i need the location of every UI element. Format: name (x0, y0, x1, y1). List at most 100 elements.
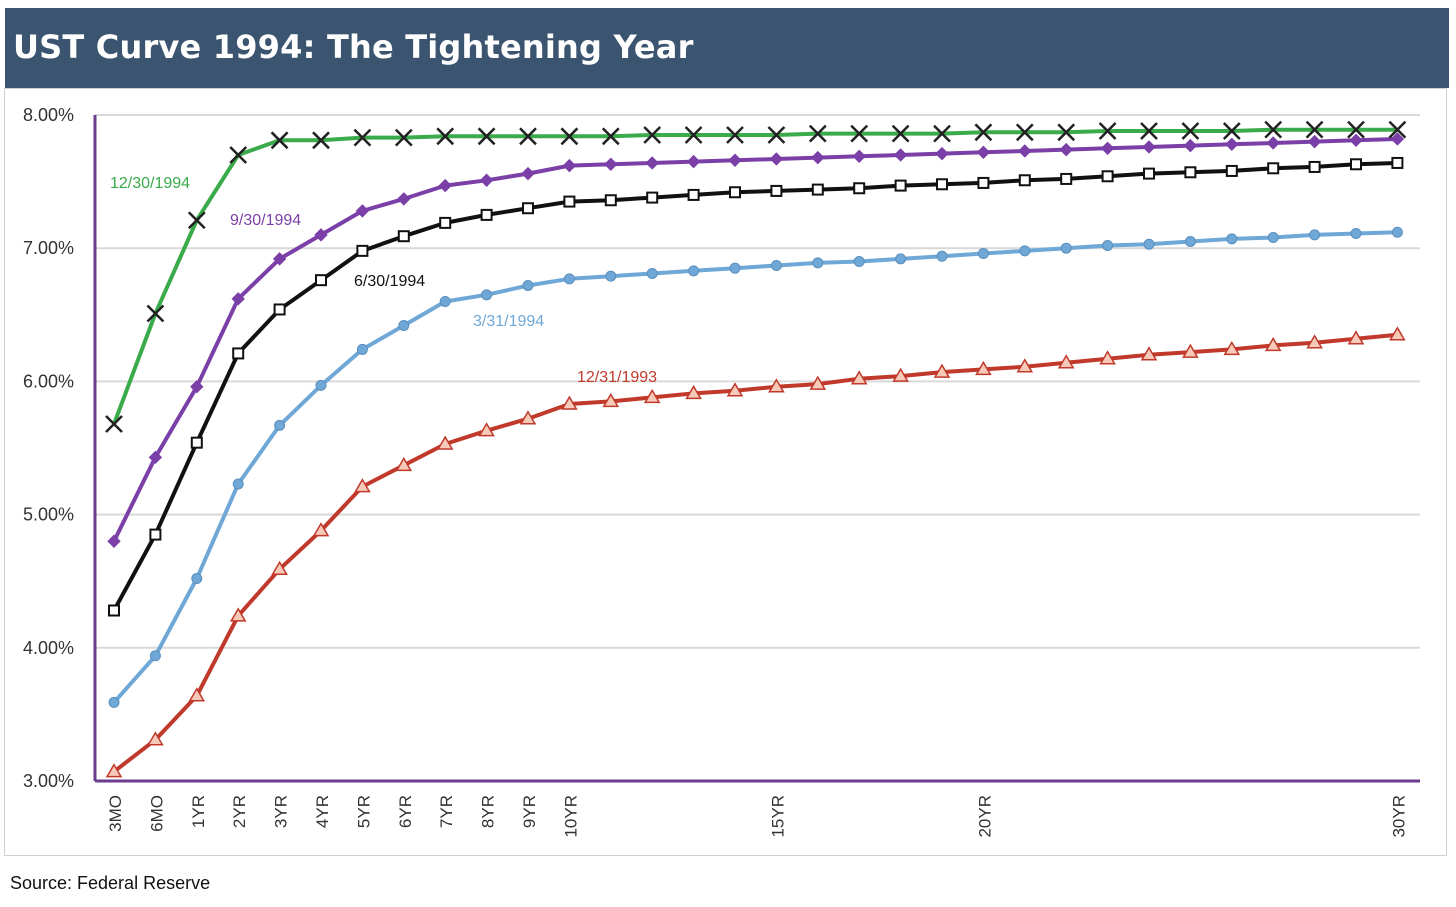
data-point (356, 343, 368, 355)
data-point (1306, 334, 1323, 349)
data-point (850, 370, 868, 385)
data-point (436, 127, 455, 146)
data-point (397, 230, 410, 243)
data-point (1349, 133, 1363, 148)
data-point (1101, 170, 1114, 183)
data-point (147, 731, 164, 746)
data-point (1018, 174, 1031, 187)
x-tick-label: 9YR (520, 795, 539, 828)
data-point (809, 375, 827, 390)
data-point (1018, 144, 1032, 158)
data-point (438, 178, 452, 193)
x-tick-label: 6MO (147, 795, 166, 832)
data-point (1350, 228, 1362, 240)
data-point (354, 478, 371, 493)
data-point (853, 182, 866, 195)
data-point (1102, 240, 1114, 252)
data-point (1015, 123, 1034, 142)
data-point (1222, 122, 1241, 140)
data-point (895, 253, 907, 265)
data-point (1264, 120, 1283, 139)
source-note: Source: Federal Reserve (10, 873, 211, 893)
data-point (270, 131, 289, 150)
data-point (1350, 158, 1362, 171)
data-point (229, 146, 248, 164)
data-point (1060, 242, 1072, 254)
data-point (1184, 166, 1197, 179)
data-point (1389, 326, 1406, 341)
data-point (232, 347, 245, 360)
data-point (1181, 122, 1200, 140)
data-point (1059, 142, 1073, 157)
data-point (108, 696, 120, 708)
series-label: 6/30/1994 (354, 273, 425, 290)
y-tick-label: 5.00% (23, 505, 74, 525)
data-point (1016, 358, 1034, 373)
data-point (892, 367, 909, 382)
x-tick-label: 6YR (396, 795, 415, 828)
data-point (686, 154, 701, 169)
data-point (561, 395, 578, 410)
data-point (522, 279, 534, 291)
data-point (191, 573, 203, 585)
data-point (769, 152, 784, 166)
data-point (1019, 245, 1031, 257)
chart-title: UST Curve 1994: The Tightening Year (13, 28, 694, 66)
plot-frame (4, 88, 1447, 856)
series-line-12-31-1993 (112, 332, 1398, 774)
data-point (312, 522, 330, 537)
data-point (646, 268, 658, 280)
data-point (977, 248, 989, 260)
data-point (274, 419, 286, 431)
data-point (1099, 350, 1116, 365)
data-point (808, 124, 827, 143)
y-tick-label: 3.00% (23, 771, 74, 791)
data-point (563, 273, 575, 285)
data-point (560, 127, 579, 146)
data-point (271, 560, 288, 575)
data-point (1309, 229, 1321, 241)
data-point (1226, 233, 1238, 245)
data-point (231, 292, 245, 306)
data-point (935, 146, 949, 161)
data-point (356, 244, 369, 257)
data-point (685, 384, 702, 400)
data-point (187, 211, 206, 230)
data-point (687, 188, 700, 201)
data-point (439, 295, 451, 307)
data-point (726, 382, 744, 397)
data-point (729, 262, 741, 274)
data-point (1391, 226, 1403, 238)
x-tick-label: 30YR (1389, 795, 1408, 838)
data-point (604, 194, 617, 207)
x-tick-label: 3MO (106, 795, 125, 832)
data-point (728, 153, 742, 167)
data-point (811, 183, 824, 196)
data-point (684, 126, 703, 144)
data-point (767, 126, 786, 144)
data-point (1347, 330, 1365, 345)
data-point (355, 204, 370, 218)
data-point (729, 186, 741, 199)
data-point (1390, 132, 1405, 146)
data-point (1098, 122, 1117, 140)
data-point (519, 127, 537, 146)
data-point (1388, 120, 1407, 139)
series-label: 3/31/1994 (473, 313, 544, 330)
data-point (770, 260, 782, 272)
data-point (149, 650, 161, 662)
data-point (315, 379, 327, 391)
data-point (1143, 238, 1155, 250)
data-point (726, 126, 744, 144)
data-point (398, 319, 410, 331)
y-tick-label: 8.00% (23, 105, 74, 125)
data-point (643, 126, 662, 144)
data-point (850, 124, 869, 143)
data-point (770, 184, 783, 197)
y-tick-label: 4.00% (23, 638, 74, 658)
data-point (229, 607, 247, 622)
data-point (353, 128, 372, 147)
data-point (477, 127, 496, 146)
data-point (312, 131, 330, 150)
